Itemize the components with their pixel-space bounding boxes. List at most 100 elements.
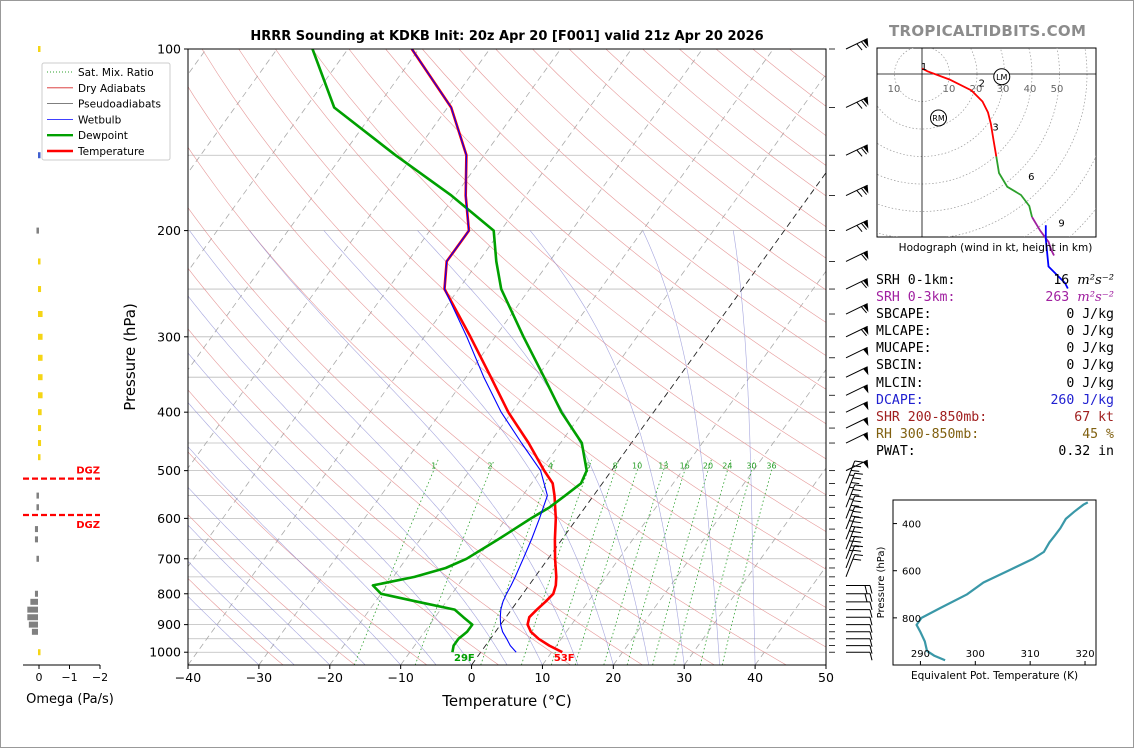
moist-adiabat — [188, 524, 331, 665]
dry-adiabat — [348, 49, 826, 460]
chart-title: HRRR Sounding at KDKB Init: 20z Apr 20 [… — [250, 29, 763, 44]
barb-full — [860, 281, 867, 289]
omega-bar — [38, 374, 43, 381]
omega-bar — [38, 354, 43, 361]
hodograph-trace — [1031, 216, 1055, 256]
isotherm-line — [188, 49, 420, 371]
mixing-ratio-line — [652, 459, 712, 665]
barb-full — [860, 329, 867, 337]
moist-adiabat — [188, 402, 437, 665]
wind-barb — [845, 366, 869, 378]
x-tick-label: 10 — [534, 670, 550, 685]
stat-value: 0 J/kg — [1066, 307, 1114, 323]
dry-adiabat — [188, 451, 428, 665]
skewt-plot-border — [187, 48, 827, 666]
isotherm-line — [188, 49, 349, 272]
barb-full — [869, 652, 873, 661]
moist-adiabat — [188, 486, 366, 665]
stat-row: PWAT: 0.32 in — [876, 443, 1126, 460]
omega-bar — [38, 311, 43, 318]
profile-wetbulb — [411, 49, 548, 653]
wind-barb — [845, 346, 869, 359]
mixing-ratio-line — [721, 459, 775, 665]
mixing-ratio-line — [353, 459, 439, 665]
surface-dewpoint-label: 29F — [454, 653, 475, 664]
skewt-profiles: 53F 29F — [311, 49, 588, 664]
omega-bar — [30, 598, 38, 605]
dgz-top-label: DGZ — [76, 466, 100, 477]
barb-full — [869, 631, 873, 640]
dry-adiabat — [495, 49, 826, 323]
stat-label: SRH 0-1km: — [876, 273, 956, 288]
wind-barb — [845, 484, 863, 508]
barb-flag — [863, 460, 869, 469]
isotherm-line — [188, 49, 491, 469]
hodograph-height-label: 1 — [921, 62, 927, 73]
stat-unit: m²s⁻² — [1077, 273, 1114, 288]
omega-bar — [36, 555, 39, 562]
y-tick-label: 600 — [157, 511, 181, 526]
hodograph-height-label: 2 — [979, 78, 985, 89]
isotherm-line — [188, 49, 561, 568]
barb-half — [849, 486, 854, 489]
x-tick-label: 50 — [818, 670, 834, 685]
theta-e-y-axis-label: Pressure (hPa) — [876, 547, 887, 619]
y-tick-label: 900 — [157, 617, 181, 632]
barb-flag — [863, 220, 869, 229]
barb-full — [869, 601, 873, 610]
mixing-ratio-label: 16 — [680, 462, 690, 471]
stat-value: 0 J/kg — [1066, 375, 1114, 391]
stat-row: DCAPE: 260 J/kg — [876, 392, 1126, 409]
stat-row: MLCAPE: 0 J/kg — [876, 323, 1126, 340]
barb-full — [856, 149, 863, 157]
legend-label: Temperature — [77, 146, 145, 158]
profile-dewpoint — [311, 49, 588, 653]
wind-barb — [845, 219, 869, 233]
hodograph-height-label: 9 — [1058, 219, 1064, 230]
legend-label: Sat. Mix. Ratio — [78, 67, 154, 79]
barb-shaft — [845, 516, 856, 540]
hodograph-ring-label: 40 — [1024, 84, 1037, 95]
theta-e-x-axis-label: Equivalent Pot. Temperature (K) — [911, 670, 1078, 682]
isotherm-line — [188, 49, 632, 665]
theta-e-x-tick-label: 320 — [1075, 649, 1094, 660]
isotherm-line — [400, 73, 826, 665]
barb-full — [869, 624, 873, 633]
theta-e-y-tick-label: 400 — [902, 520, 921, 531]
y-tick-label: 100 — [157, 42, 181, 57]
omega-bar — [27, 606, 38, 613]
wind-barb — [845, 303, 869, 315]
hodograph-ring-label: 10 — [943, 84, 956, 95]
isotherm-line — [258, 49, 703, 665]
mixing-ratio-label: 36 — [766, 462, 776, 471]
wind-barb — [845, 96, 869, 109]
hodograph-ring-label: 50 — [1051, 84, 1064, 95]
barb-full — [854, 506, 863, 509]
moist-adiabat — [188, 295, 508, 665]
x-tick-label: 0 — [468, 670, 476, 685]
theta-e-x-tick-label: 300 — [966, 649, 985, 660]
stat-value: 67 kt — [1074, 409, 1114, 425]
barb-full — [852, 477, 862, 480]
wind-barb — [845, 460, 863, 484]
stat-unit: m²s⁻² — [1077, 290, 1114, 306]
stat-value: 45 % — [1082, 426, 1114, 442]
mixing-ratio-line — [550, 459, 620, 665]
dry-adiabat — [188, 207, 715, 665]
barb-flag — [863, 185, 869, 194]
watermark-text: TROPICALTIDBITS.COM — [889, 22, 1087, 40]
omega-bar — [38, 286, 42, 293]
dry-adiabat — [201, 49, 826, 608]
barb-full — [854, 484, 863, 487]
wind-barb — [846, 631, 873, 640]
theta-e-plot — [915, 501, 1089, 662]
barb-shaft — [845, 303, 868, 315]
wind-barb — [846, 593, 873, 602]
skewt-background: 1 2 4 6 8 10 13 16 20 24 30 36 — [188, 49, 826, 665]
barb-flag — [863, 432, 869, 442]
moist-adiabat — [188, 446, 401, 665]
stat-row: MLCIN: 0 J/kg — [876, 375, 1126, 392]
mixing-ratio-label: 13 — [658, 462, 668, 471]
theta-e-panel: 290 300 310 320 400 600 800 Equivalent Pot. Tem… — [876, 499, 1097, 682]
